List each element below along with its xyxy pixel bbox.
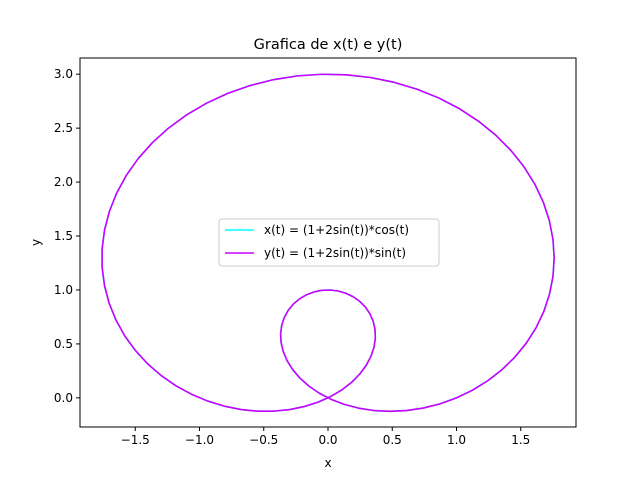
y-tick-label: 2.5	[54, 121, 73, 135]
y-tick-label: 1.0	[54, 283, 73, 297]
legend-label-x: x(t) = (1+2sin(t))*cos(t)	[264, 223, 409, 237]
y-tick-label: 2.0	[54, 175, 73, 189]
x-axis: −1.5 −1.0 −0.5 0.0 0.5 1.0 1.5	[121, 427, 530, 447]
series-layer	[101, 73, 555, 413]
x-tick-label: −1.5	[121, 433, 150, 447]
y-axis-label: y	[29, 239, 43, 246]
chart-title: Grafica de x(t) e y(t)	[254, 37, 403, 53]
x-tick-label: 0.5	[383, 433, 402, 447]
x-axis-label: x	[324, 456, 331, 470]
x-tick-label: 1.0	[447, 433, 466, 447]
series-line-y	[101, 73, 555, 413]
x-tick-label: −0.5	[249, 433, 278, 447]
legend-label-y: y(t) = (1+2sin(t))*sin(t)	[264, 246, 406, 260]
legend-box	[218, 218, 440, 267]
y-axis: 0.0 0.5 1.0 1.5 2.0 2.5 3.0	[54, 67, 80, 405]
x-tick-label: 1.5	[511, 433, 530, 447]
y-tick-label: 0.5	[54, 337, 73, 351]
y-tick-label: 0.0	[54, 391, 73, 405]
y-tick-label: 1.5	[54, 229, 73, 243]
x-tick-label: −1.0	[185, 433, 214, 447]
x-tick-label: 0.0	[318, 433, 337, 447]
y-tick-label: 3.0	[54, 67, 73, 81]
legend: x(t) = (1+2sin(t))*cos(t) y(t) = (1+2sin…	[218, 218, 440, 267]
